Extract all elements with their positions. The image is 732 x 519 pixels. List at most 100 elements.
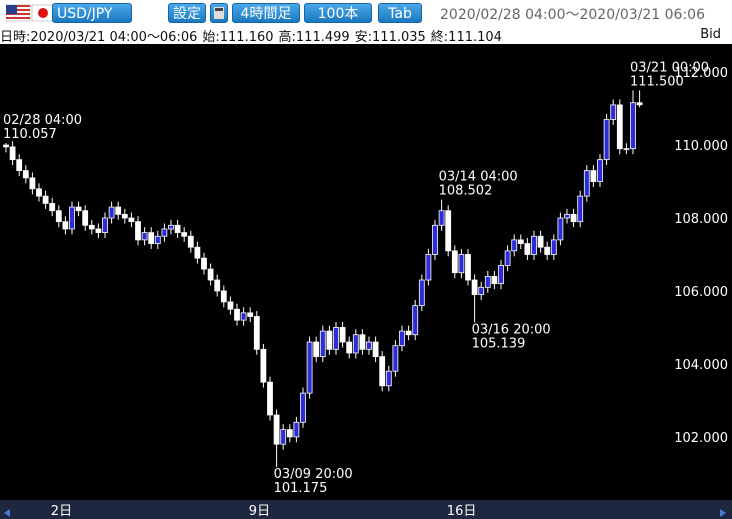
candle-body [550,239,557,255]
candle-body [465,254,471,281]
candle-body [425,254,432,281]
annotation-value: 108.502 [439,184,493,199]
candle-body [214,279,221,292]
candle-body [253,316,260,350]
settings-button[interactable]: 設定 [168,3,206,23]
candle-body [405,330,412,336]
candle-body [412,305,419,336]
chart: 102.000 104.000 106.000 108.000 110.000 112.0… [0,44,732,519]
y-tick-label: 106.000 [674,285,728,300]
candle-body [484,275,491,288]
x-tick-label: 2日 [51,504,72,519]
candle-body [623,148,630,151]
date-range: 2020/02/28 04:00～2020/03/21 06:06 [440,7,705,23]
candle-body [220,290,227,303]
candle-body [524,243,531,255]
candle-body [359,334,366,350]
candle-body [293,421,300,438]
candle-body [531,235,537,255]
candle-body [451,250,458,274]
candle-body [82,210,89,226]
candle-body [630,102,636,150]
candle-body [610,104,617,120]
candle-body [491,275,498,285]
candle-body [603,119,610,161]
annotation-value: 101.175 [274,481,328,496]
tab-button[interactable]: Tab [378,3,422,23]
candle-body [3,144,9,148]
candle-body [504,250,511,266]
candle-body [385,370,392,387]
candle-body [352,334,359,354]
candle-body [22,170,29,179]
candle-body [339,327,346,343]
info-row: 日時:2020/03/21 04:00～06:06 始:111.160 高:111.… [0,26,732,45]
candle-body [286,429,293,438]
candle-body [583,170,590,197]
candle-body [300,392,306,423]
candle-body [517,239,524,244]
scroll-right[interactable] [720,509,726,517]
candle-body [102,217,108,234]
candle-body [636,102,643,106]
candle-body [29,177,36,190]
candle-body [432,224,438,255]
candle-body [240,312,247,321]
annotation-date: 02/28 04:00 [3,113,82,128]
candle-body [379,356,386,387]
flag-icon [6,4,55,22]
info-low: 安:111.035 [354,30,426,45]
candle-body [306,341,313,394]
candle-body [570,213,577,223]
candle-body [247,312,254,317]
annotation-date: 03/21 00:00 [630,60,709,75]
candle-body [346,341,353,354]
x-axis-bar [0,500,732,519]
candle-body [445,210,452,252]
candle-body [313,341,320,358]
candle-body [108,206,115,219]
y-tick-label: 110.000 [674,139,728,154]
candle-body [181,232,188,237]
candle-body [544,246,551,255]
candle-body [577,195,584,223]
candle-body [95,228,102,234]
candle-body [267,381,273,416]
candle-body [187,235,194,248]
candle-body [141,232,148,241]
annotation-value: 110.057 [3,127,57,142]
candle-body [154,235,161,244]
candle-body [227,301,234,310]
candle-body [148,232,155,244]
pair-button[interactable]: USD/JPY [52,3,132,23]
calculator-icon [214,7,224,19]
plot-background [0,44,732,500]
candle-body [616,104,623,150]
candle-body [42,195,49,204]
candle-body [498,265,504,285]
count-button[interactable]: 100本 [304,3,372,23]
candle-body [16,159,23,171]
calculator-button[interactable] [210,3,228,23]
candle-body [55,210,62,223]
candle-body [597,159,603,182]
timeframe-button[interactable]: 4時間足 [232,3,300,23]
candle-body [326,330,333,350]
candle-body [62,221,69,230]
candle-body [319,330,326,358]
candle-body [201,257,207,270]
candle-body [537,235,544,248]
y-tick-label: 102.000 [674,431,728,446]
scroll-left[interactable] [4,509,10,517]
candle-body [564,213,570,219]
candle-body [75,206,82,212]
candle-body [511,239,518,252]
candle-body [121,213,128,219]
candle-body [174,224,181,234]
candle-body [161,228,168,237]
annotation-value: 111.500 [630,74,684,89]
y-tick-label: 112.000 [674,66,728,81]
candle-body [372,341,379,358]
candle-body [438,210,445,226]
annotation-value: 105.139 [472,336,526,351]
